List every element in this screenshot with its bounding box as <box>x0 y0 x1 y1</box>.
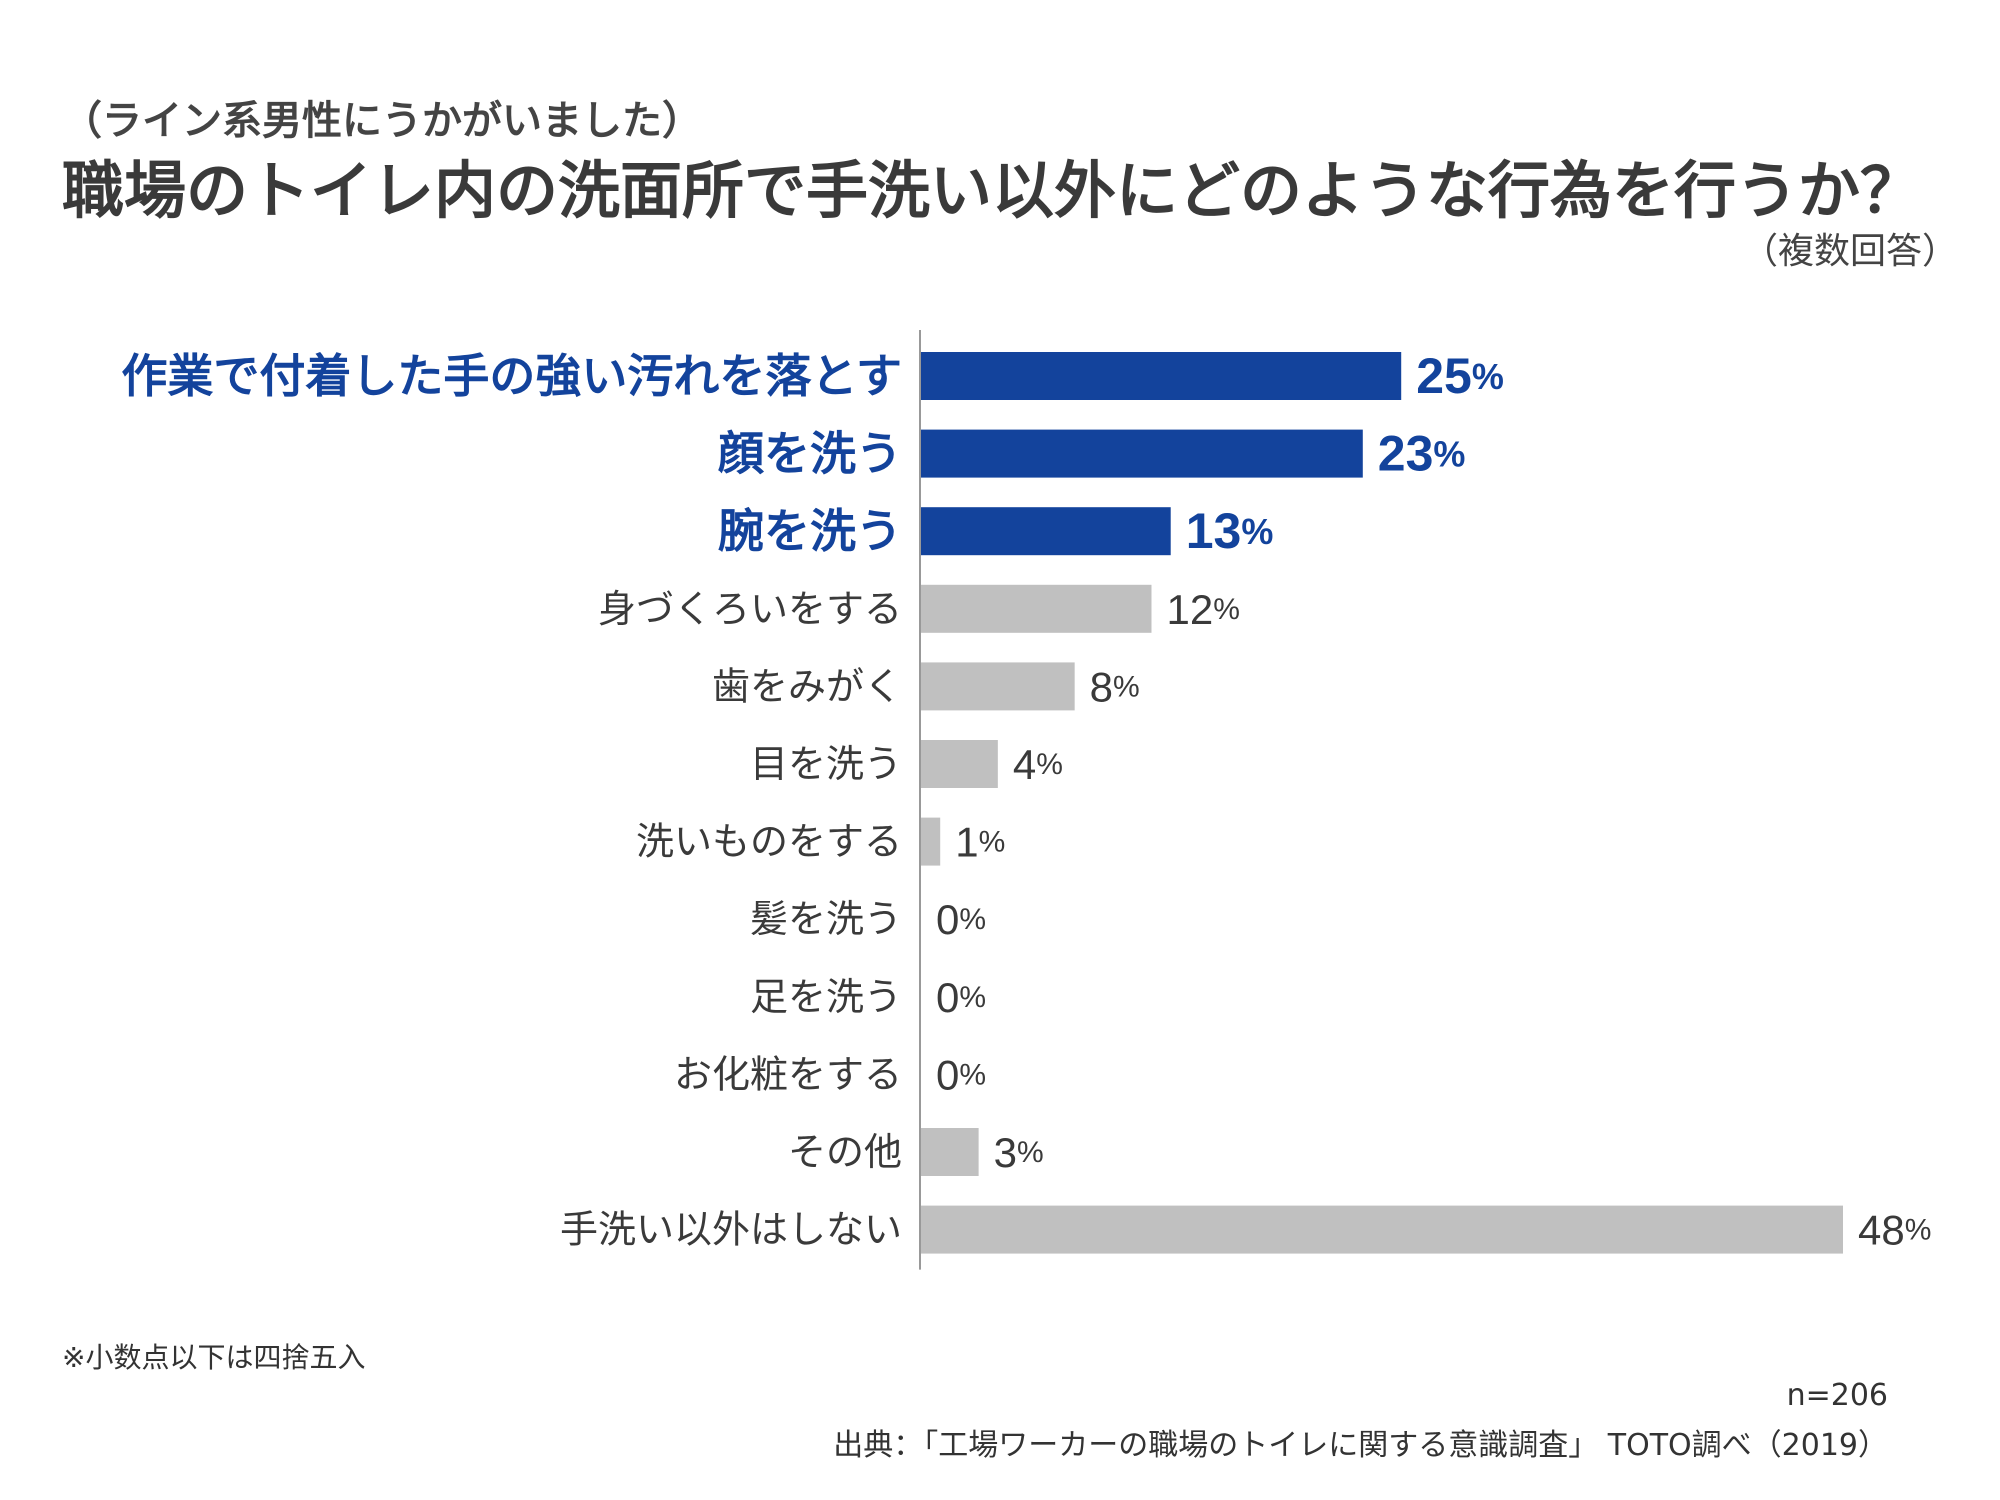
bar <box>921 429 1363 478</box>
value-label: 3% <box>994 1129 1044 1176</box>
bar <box>921 662 1075 711</box>
value-label: 4% <box>1013 741 1063 788</box>
value-label: 23% <box>1378 426 1466 482</box>
value-label: 1% <box>955 818 1005 865</box>
category-label: 腕を洗う <box>718 504 902 558</box>
bar <box>921 740 998 788</box>
chart-title: 職場のトイレ内の洗面所で手洗い以外にどのような行為を行うか？ <box>62 154 1923 227</box>
category-label: 顔を洗う <box>718 427 902 481</box>
category-label: 身づくろいをする <box>598 587 902 631</box>
category-label: お化粧をする <box>674 1052 902 1096</box>
value-label: 8% <box>1090 663 1140 710</box>
value-label: 0% <box>936 973 986 1020</box>
value-label: 48% <box>1858 1206 1931 1253</box>
source-note: 出典：「工場ワーカーの職場のトイレに関する意識調査」 TOTO調べ（2019） <box>833 1428 1888 1463</box>
chart-subtitle: （ライン系男性にうかがいました） <box>62 98 702 144</box>
bar <box>921 817 941 866</box>
sample-size: n=206 <box>1786 1378 1888 1413</box>
category-label: 作業で付着した手の強い汚れを落とす <box>121 349 902 403</box>
bar <box>921 1205 1843 1254</box>
category-label: 洗いものをする <box>636 820 902 864</box>
value-label: 25% <box>1416 348 1504 404</box>
value-label: 13% <box>1186 503 1274 559</box>
bar-chart: 作業で付着した手の強い汚れを落とす 25% 顔を洗う 23% 腕を洗う 13% 身づくろいを… <box>121 330 1931 1270</box>
category-label: 歯をみがく <box>712 664 902 708</box>
category-label: 目を洗う <box>750 742 902 786</box>
category-label: 手洗い以外はしない <box>560 1208 902 1252</box>
bar <box>921 507 1171 556</box>
multiple-answer-note: （複数回答） <box>1741 231 1958 272</box>
value-label: 12% <box>1167 585 1240 632</box>
rounding-footnote: ※小数点以下は四捨五入 <box>62 1341 366 1374</box>
value-label: 0% <box>936 896 986 943</box>
category-label: その他 <box>788 1130 902 1174</box>
category-label: 髪を洗う <box>750 897 902 941</box>
bar <box>921 584 1152 633</box>
bar <box>921 352 1402 400</box>
value-label: 0% <box>936 1051 986 1098</box>
category-label: 足を洗う <box>750 975 902 1019</box>
bar <box>921 1128 979 1176</box>
